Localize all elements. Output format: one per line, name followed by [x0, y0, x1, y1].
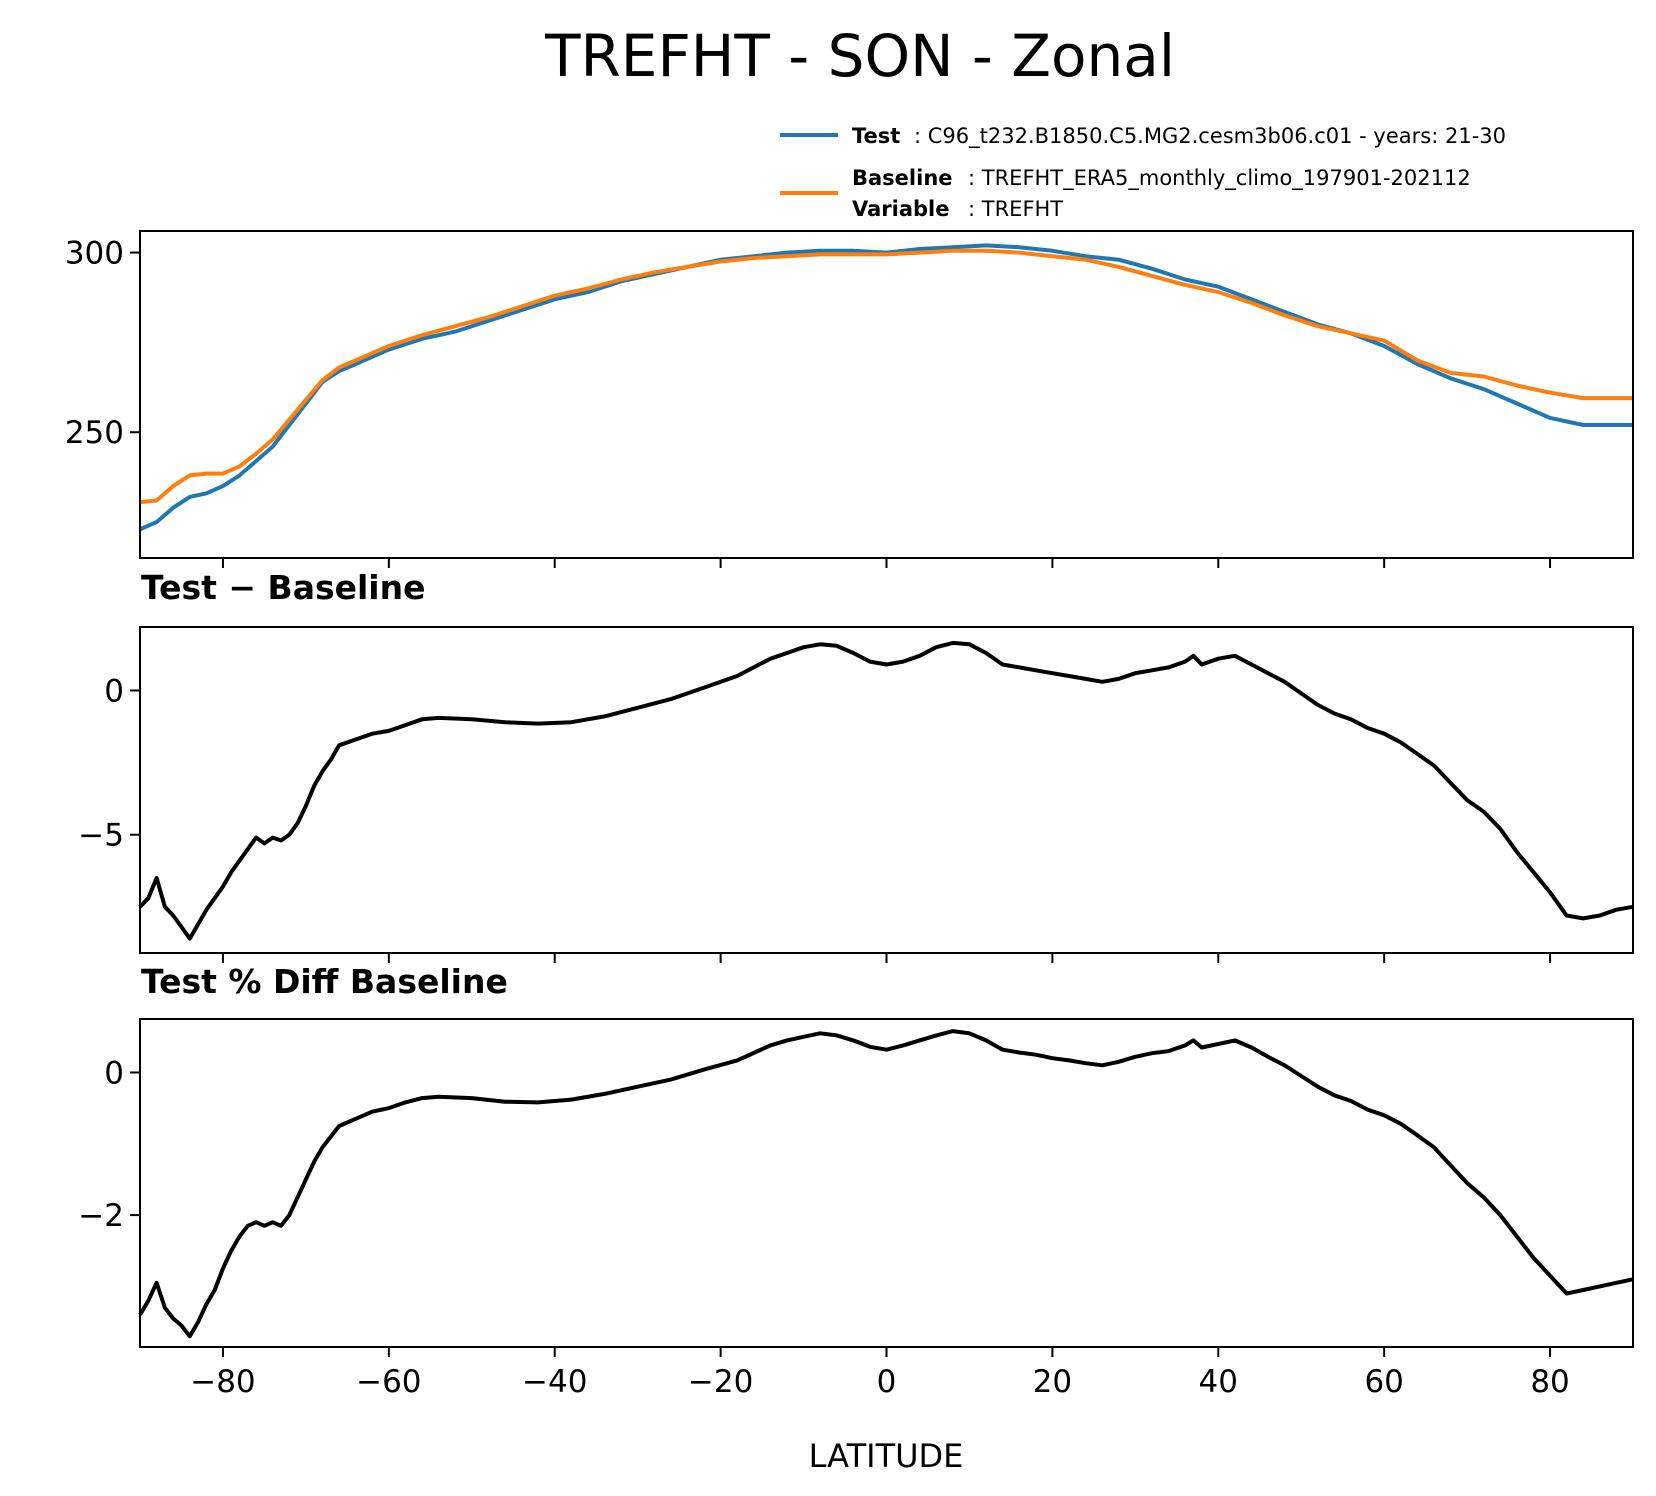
legend-test-label: Test — [852, 124, 900, 148]
legend-baseline-text: : TREFHT_ERA5_monthly_climo_197901-20211… — [968, 166, 1471, 191]
legend-variable-text: : TREFHT — [968, 197, 1063, 221]
panel-difference: Test − Baseline −5 0 — [78, 568, 1634, 963]
y-tick-label: 0 — [104, 1055, 124, 1091]
panel-percent-difference: Test % Diff Baseline −20 −80 −60 −40 −20 0 20… — [78, 962, 1634, 1400]
legend-baseline-label: Baseline — [852, 166, 953, 190]
panel-zonal-mean: 250 300 — [65, 230, 1634, 568]
x-tick-label: 60 — [1364, 1364, 1403, 1400]
y-tick-label: 0 — [104, 673, 124, 709]
panel-3-title: Test % Diff Baseline — [141, 962, 508, 1001]
x-tick-label: 80 — [1530, 1364, 1569, 1400]
series-line-test — [139, 243, 1633, 532]
x-tick-label: 0 — [877, 1364, 897, 1400]
x-tick-label: −40 — [522, 1364, 587, 1400]
legend-test-text: : C96_t232.B1850.C5.MG2.cesm3b06.c01 - y… — [914, 124, 1506, 149]
x-tick-label: −80 — [190, 1364, 255, 1400]
x-tick-label: −60 — [356, 1364, 421, 1400]
y-tick-label: 300 — [65, 236, 124, 272]
figure-title: TREFHT - SON - Zonal — [544, 22, 1175, 90]
y-tick-label: −5 — [78, 818, 124, 854]
panel-3-frame — [139, 1018, 1634, 1348]
x-tick-label: 40 — [1199, 1364, 1238, 1400]
panel-2-frame — [139, 626, 1634, 954]
y-tick-label: −2 — [78, 1198, 124, 1234]
panel-2-title: Test − Baseline — [141, 568, 426, 607]
legend: Test : C96_t232.B1850.C5.MG2.cesm3b06.c0… — [780, 124, 1506, 221]
x-tick-label: −20 — [688, 1364, 753, 1400]
panel-1-frame — [139, 230, 1634, 559]
series-line-panel-3 — [138, 1029, 1634, 1339]
series-line-panel-2 — [138, 640, 1634, 941]
series-line-baseline — [139, 248, 1633, 505]
y-tick-label: 250 — [65, 415, 124, 451]
x-axis-label: LATITUDE — [809, 1437, 964, 1475]
x-tick-label: 20 — [1033, 1364, 1072, 1400]
legend-variable-label: Variable — [852, 197, 949, 221]
